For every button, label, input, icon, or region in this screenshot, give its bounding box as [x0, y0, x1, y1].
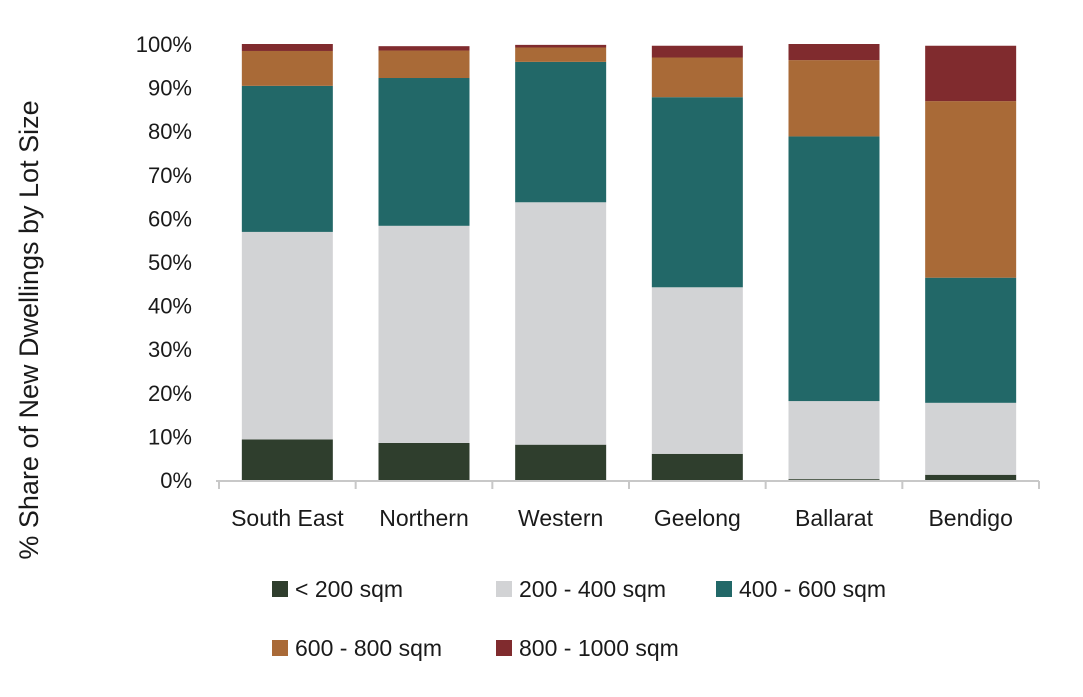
bar-segment [515, 61, 607, 203]
bar-segment [925, 45, 1017, 102]
y-tick-label: 60% [148, 206, 192, 231]
bar-segment [651, 97, 743, 288]
y-axis-title: % Share of New Dwellings by Lot Size [14, 100, 44, 559]
y-tick-label: 30% [148, 337, 192, 362]
legend: < 200 sqm 200 - 400 sqm 400 - 600 sqm 600 -… [272, 576, 886, 661]
bar-segment [925, 277, 1017, 403]
bar-segment [241, 44, 333, 51]
legend-label: 400 - 600 sqm [739, 576, 886, 602]
legend-item: 200 - 400 sqm [496, 576, 666, 602]
bar-segment [515, 47, 607, 62]
y-tick-label: 80% [148, 119, 192, 144]
x-category-label: Northern [379, 505, 468, 531]
bar-segment [378, 46, 470, 51]
bar-segment [788, 44, 880, 61]
bar-stack [651, 45, 743, 480]
bar-segment [241, 50, 333, 86]
bar-segment [925, 402, 1017, 475]
bars-layer [241, 44, 1017, 480]
bar-segment [515, 444, 607, 480]
bar-stack [515, 44, 607, 480]
bar-segment [788, 60, 880, 137]
bar-segment [378, 225, 470, 443]
y-tick-label: 70% [148, 163, 192, 188]
bar-segment [788, 479, 880, 480]
x-category-label: Bendigo [928, 505, 1012, 531]
bar-segment [925, 101, 1017, 278]
y-tick-label: 40% [148, 294, 192, 319]
legend-swatch [716, 581, 732, 597]
legend-label: < 200 sqm [295, 576, 403, 602]
bar-segment [241, 85, 333, 232]
bar-segment [925, 474, 1017, 480]
bar-segment [378, 442, 470, 480]
x-axis: South East Northern Western Geelong Ballarat… [216, 480, 1040, 531]
y-tick-label: 20% [148, 381, 192, 406]
x-category-label: Ballarat [795, 505, 874, 531]
bar-segment [651, 453, 743, 480]
y-tick-label: 50% [148, 250, 192, 275]
bar-segment [241, 439, 333, 480]
legend-item: < 200 sqm [272, 576, 403, 602]
legend-swatch [272, 581, 288, 597]
bar-stack [378, 46, 470, 480]
y-tick-label: 0% [160, 468, 192, 493]
bar-stack [925, 45, 1017, 480]
y-axis-ticks: 0% 10% 20% 30% 40% 50% 60% 70% 80% 90% 100% [136, 32, 192, 493]
bar-segment [378, 78, 470, 226]
bar-segment [515, 202, 607, 445]
x-category-label: Western [518, 505, 603, 531]
legend-label: 800 - 1000 sqm [519, 635, 679, 661]
y-tick-label: 10% [148, 424, 192, 449]
legend-item: 400 - 600 sqm [716, 576, 886, 602]
bar-segment [241, 231, 333, 440]
legend-swatch [272, 640, 288, 656]
legend-item: 600 - 800 sqm [272, 635, 442, 661]
y-tick-label: 100% [136, 32, 192, 57]
legend-swatch [496, 640, 512, 656]
bar-segment [651, 287, 743, 454]
bar-segment [788, 136, 880, 402]
legend-label: 200 - 400 sqm [519, 576, 666, 602]
bar-segment [515, 44, 607, 48]
legend-item: 800 - 1000 sqm [496, 635, 679, 661]
x-category-label: South East [231, 505, 344, 531]
bar-stack [241, 44, 333, 480]
y-tick-label: 90% [148, 76, 192, 101]
bar-segment [651, 45, 743, 58]
legend-swatch [496, 581, 512, 597]
bar-stack [788, 44, 880, 480]
bar-segment [378, 50, 470, 79]
bar-segment [651, 57, 743, 98]
x-category-label: Geelong [654, 505, 741, 531]
legend-label: 600 - 800 sqm [295, 635, 442, 661]
bar-segment [788, 401, 880, 480]
